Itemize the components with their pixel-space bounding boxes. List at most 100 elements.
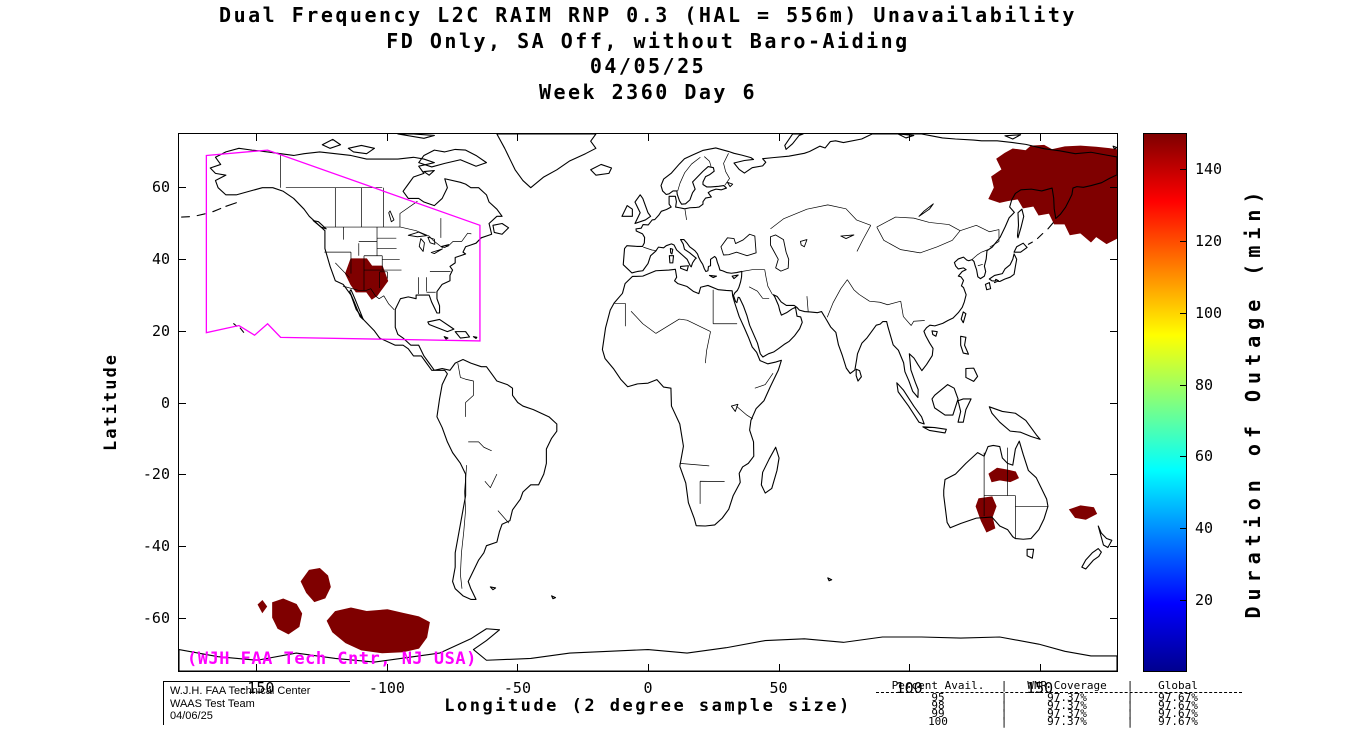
x-tick-label: 100 [895, 679, 923, 697]
antarctica-coast [179, 629, 1117, 671]
colorbar-label: Duration of Outage (min) [1241, 185, 1265, 619]
y-tick-mark [179, 474, 186, 476]
africa-coast [602, 269, 781, 526]
x-tick-mark [648, 664, 649, 671]
stats-cell: 98 [931, 699, 945, 712]
x-tick-mark [778, 664, 780, 671]
credits-line-3: 04/06/25 [170, 710, 213, 722]
colorbar-tick-mark [1180, 456, 1186, 458]
stats-separator: | [1000, 707, 1008, 720]
outage-region [345, 258, 389, 300]
stats-cell: 97.67% [1158, 707, 1198, 720]
availability-table: Percent Avail. | WNR Coverage | Global 95 | 97.… [876, 679, 1242, 728]
x-tick-mark [909, 664, 911, 671]
outage-region [975, 496, 997, 533]
outage-region [1068, 505, 1098, 520]
x-tick-label: 0 [643, 679, 653, 697]
stats-row: 99 | 97.37% | 97.67% [876, 707, 1242, 720]
x-tick-mark-top [517, 134, 519, 141]
stats-separator: | [1000, 715, 1008, 728]
stats-separator: | [1126, 691, 1134, 704]
colorbar-tick-mark [1180, 312, 1186, 314]
x-tick-mark-top [909, 134, 911, 141]
y-tick-mark [179, 546, 186, 548]
colorbar-tick-label: 20 [1195, 591, 1214, 610]
x-tick-mark-top [1039, 134, 1041, 141]
y-tick-mark [179, 402, 186, 404]
y-tick-mark [179, 186, 186, 188]
stats-header-row: Percent Avail. | WNR Coverage | Global [876, 679, 1242, 693]
x-tick-mark-top [778, 134, 780, 141]
y-tick-mark-right [1110, 474, 1117, 476]
stats-cell: 97.37% [1047, 715, 1087, 728]
x-tick-mark-top [648, 134, 649, 141]
y-tick-mark-right [1110, 618, 1117, 620]
stats-separator: | [1126, 707, 1134, 720]
y-tick-mark [179, 258, 186, 260]
stats-row: 98 | 97.37% | 97.67% [876, 699, 1242, 712]
stats-cell: 100 [928, 715, 948, 728]
title-line-3: 04/05/25 [589, 54, 707, 78]
x-tick-mark [256, 664, 258, 671]
y-tick-mark-right [1110, 258, 1117, 260]
stats-separator: | [1000, 691, 1008, 704]
stats-row: 100 | 97.37% | 97.67% [876, 715, 1242, 728]
stats-cell: 95 [931, 691, 945, 704]
stats-separator: | [1000, 699, 1008, 712]
stats-cell: Global [1158, 679, 1198, 692]
title-block: Dual Frequency L2C RAIM RNP 0.3 (HAL = 5… [178, 3, 1118, 105]
islands-coast [182, 134, 1117, 599]
country-borders [281, 153, 1048, 588]
y-tick-mark-right [1110, 402, 1117, 404]
y-tick-label: 0 [160, 393, 170, 412]
y-tick-mark-right [1110, 546, 1117, 548]
x-tick-mark-top [386, 134, 388, 141]
credits-block: W.J.H. FAA Technical Center WAAS Test Te… [163, 681, 350, 725]
title-line-4: Week 2360 Day 6 [538, 79, 758, 104]
x-tick-label: -150 [238, 679, 275, 697]
colorbar-tick-label: 100 [1195, 303, 1223, 322]
y-tick-label: 60 [151, 177, 170, 196]
x-tick-label: 50 [769, 679, 788, 697]
y-tick-mark [179, 330, 186, 332]
x-tick-mark [386, 664, 388, 671]
stats-separator: | [1126, 679, 1134, 692]
eurasia-coast [623, 134, 1117, 397]
outage-regions [257, 144, 1117, 654]
colorbar-tick-label: 60 [1195, 447, 1214, 466]
stats-separator: | [1126, 715, 1134, 728]
x-tick-mark [517, 664, 519, 671]
colorbar-tick-mark [1180, 528, 1186, 530]
colorbar-tick-label: 40 [1195, 519, 1214, 538]
y-tick-label: -40 [142, 537, 170, 556]
y-tick-mark-right [1110, 186, 1117, 188]
x-tick-label: 150 [1026, 679, 1054, 697]
stats-cell: 97.37% [1047, 707, 1087, 720]
stats-cell: 97.37% [1047, 691, 1087, 704]
colorbar-tick-label: 120 [1195, 231, 1223, 250]
x-tick-mark [1039, 664, 1041, 671]
colorbar-tick-mark [1180, 240, 1186, 242]
title-line-1: Dual Frequency L2C RAIM RNP 0.3 (HAL = 5… [219, 3, 1077, 27]
stats-row: 95 | 97.37% | 97.67% [876, 691, 1242, 704]
outage-region [326, 607, 430, 654]
lakes-coast [389, 182, 934, 411]
stats-cell: WNR Coverage [1027, 679, 1107, 692]
y-tick-mark-right [1110, 330, 1117, 332]
title-line-2: FD Only, SA Off, without Baro-Aiding [386, 28, 910, 53]
coastlines [179, 134, 1117, 671]
x-tick-label: -100 [368, 679, 405, 697]
x-axis-label: Longitude (2 degree sample size) [444, 696, 852, 716]
colorbar-tick-mark [1180, 600, 1186, 602]
credits-line-1: W.J.H. FAA Technical Center [170, 685, 311, 697]
outage-region [257, 600, 268, 614]
y-tick-mark [179, 618, 186, 620]
colorbar-gradient [1143, 133, 1187, 672]
stats-cell: 97.67% [1158, 715, 1198, 728]
stats-cell: 97.67% [1158, 699, 1198, 712]
coverage-outline [206, 150, 480, 341]
plot-area: (WJH FAA Tech Cntr, NJ USA) [178, 133, 1118, 672]
map-annotation: (WJH FAA Tech Cntr, NJ USA) [187, 649, 477, 669]
outage-region [988, 467, 1020, 483]
